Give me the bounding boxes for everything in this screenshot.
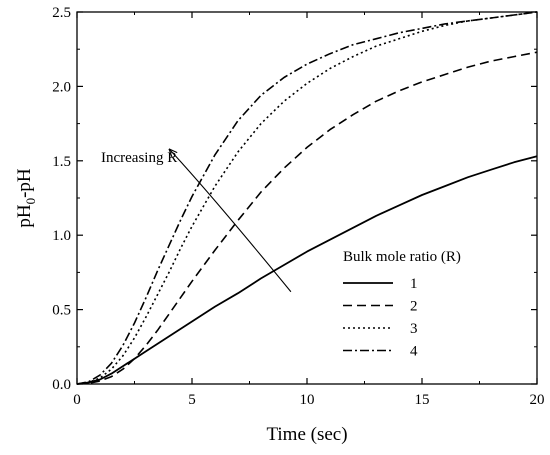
annotation: Increasing R	[101, 148, 292, 293]
legend-label-3: 3	[410, 321, 418, 337]
annotation-arrowhead	[168, 148, 178, 158]
x-tick-label: 20	[530, 392, 545, 408]
series-line-2	[76, 51, 538, 385]
annotation-text: Increasing R	[101, 150, 177, 166]
x-tick-label: 5	[188, 392, 196, 408]
series-layer	[76, 11, 538, 385]
legend-items: 1 2 3 4	[343, 276, 418, 360]
y-tick-label: 2.0	[52, 79, 71, 95]
x-tick-label: 0	[73, 392, 81, 408]
legend: Bulk mole ratio (R) 1 2 3 4	[343, 249, 461, 360]
y-tick-label: 0.5	[52, 303, 71, 319]
legend-label-1: 1	[410, 276, 418, 292]
y-axis-title-subscript: 0	[23, 198, 38, 205]
ticks-layer: 0 5 10 15 20 0.0 0.5 1.0 1.5 2.0 2.5	[52, 5, 544, 408]
y-axis-title-main: pH	[14, 204, 35, 228]
legend-title: Bulk mole ratio (R)	[343, 249, 461, 265]
x-tick-label: 15	[415, 392, 430, 408]
y-axis-title: pH0-pH	[14, 168, 38, 228]
y-tick-label: 2.5	[52, 5, 71, 21]
y-tick-label: 1.0	[52, 228, 71, 244]
y-tick-label: 1.5	[52, 154, 71, 170]
series-line-1	[76, 155, 538, 385]
legend-label-4: 4	[410, 344, 418, 360]
y-axis-title-tail: -pH	[14, 168, 35, 198]
y-tick-label: 0.0	[52, 377, 71, 393]
x-axis-title: Time (sec)	[266, 424, 347, 445]
annotation-arrow	[168, 148, 292, 293]
series-line-4	[76, 11, 538, 385]
legend-label-2: 2	[410, 299, 418, 315]
x-tick-label: 10	[300, 392, 315, 408]
